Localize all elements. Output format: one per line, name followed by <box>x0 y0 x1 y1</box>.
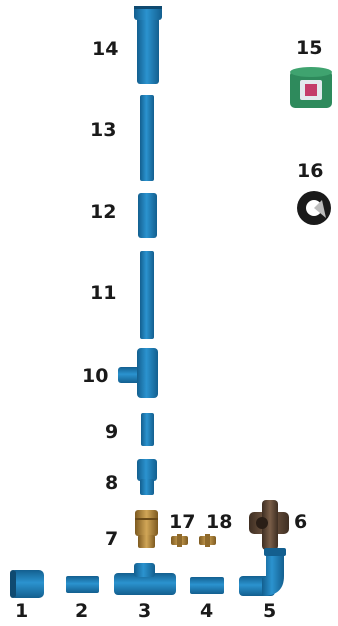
label-part-7: 7 <box>105 528 119 550</box>
part-18-brass-nipple <box>199 534 216 547</box>
part-6-iron-tee <box>249 500 289 550</box>
label-part-4: 4 <box>200 600 214 622</box>
part-15-glue-tin <box>290 67 332 108</box>
part-2-short-pipe <box>66 576 99 593</box>
part-9-short-pipe <box>141 413 154 446</box>
part-8-adapter <box>137 459 157 495</box>
label-part-14: 14 <box>92 38 119 60</box>
part-13-long-pipe <box>140 95 154 181</box>
part-3-tee <box>114 563 176 595</box>
label-part-5: 5 <box>263 600 277 622</box>
part-1-socket-coupling <box>10 570 44 598</box>
label-part-15: 15 <box>296 37 323 59</box>
label-part-17: 17 <box>169 511 196 533</box>
label-part-2: 2 <box>75 600 89 622</box>
part-17-brass-nipple <box>171 534 188 547</box>
part-10-tee <box>118 348 158 398</box>
label-part-11: 11 <box>90 282 117 304</box>
label-part-6: 6 <box>294 511 308 533</box>
part-14-top-pipe <box>134 6 162 84</box>
part-7-brass-valve <box>135 510 158 548</box>
label-part-12: 12 <box>90 201 117 223</box>
part-12-coupling <box>138 193 157 238</box>
label-part-1: 1 <box>15 600 29 622</box>
label-part-3: 3 <box>138 600 152 622</box>
label-part-13: 13 <box>90 119 117 141</box>
label-part-8: 8 <box>105 472 119 494</box>
label-part-9: 9 <box>105 421 119 443</box>
part-11-long-pipe <box>140 251 154 339</box>
part-5-elbow <box>239 548 286 596</box>
part-16-tape-roll <box>297 191 331 225</box>
label-part-10: 10 <box>82 365 109 387</box>
label-part-18: 18 <box>206 511 233 533</box>
label-part-16: 16 <box>297 160 324 182</box>
part-4-short-pipe <box>190 577 224 594</box>
